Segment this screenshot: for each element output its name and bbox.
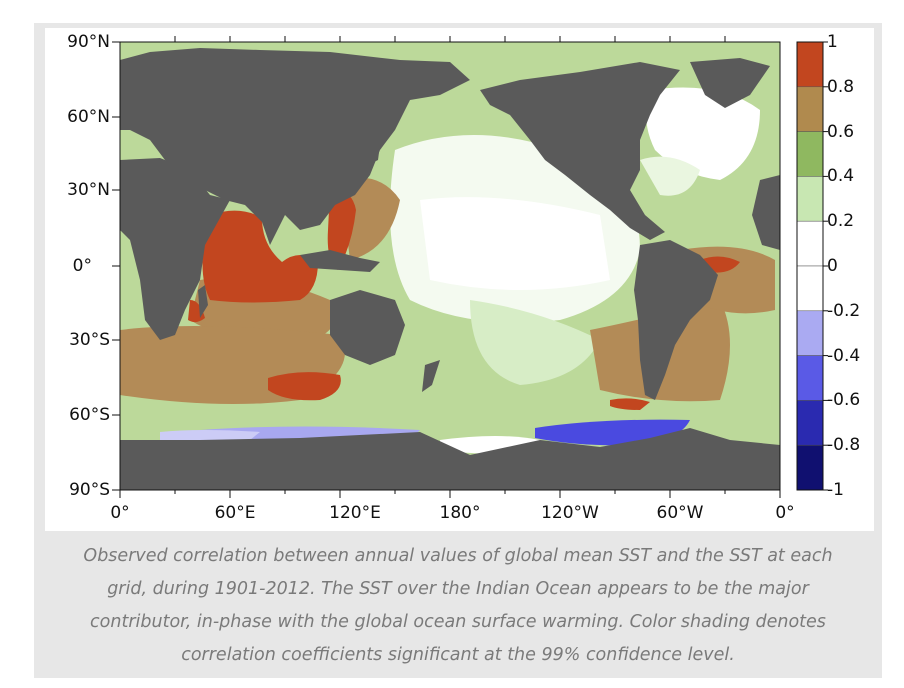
land-japan bbox=[368, 130, 382, 165]
lon-ticks bbox=[119, 36, 781, 498]
continents bbox=[120, 48, 780, 490]
colorbar-segment bbox=[796, 176, 824, 222]
caption-line-1: Observed correlation between annual valu… bbox=[83, 546, 833, 566]
caption-line-4: correlation coefficients significant at … bbox=[181, 645, 735, 665]
land-west-africa-right bbox=[752, 175, 780, 250]
lon-label-60e: 60°E bbox=[214, 503, 256, 523]
land-madagascar bbox=[198, 285, 208, 318]
colorbar-tick-label: 0.4 bbox=[827, 166, 855, 187]
colorbar-segment bbox=[796, 86, 824, 132]
colorbar-segment bbox=[796, 131, 824, 177]
land-south-america bbox=[634, 240, 718, 400]
colorbar-tick-label: 0 bbox=[827, 256, 838, 276]
colorbar-segment bbox=[796, 41, 824, 88]
colorbar-tick-label: 0.6 bbox=[827, 121, 855, 142]
lat-label-30n: 30°N bbox=[67, 180, 110, 200]
lon-label-180: 180° bbox=[439, 503, 481, 523]
colorbar-segment bbox=[796, 444, 824, 491]
lon-label-0: 0° bbox=[110, 503, 130, 523]
figure-caption: Observed correlation between annual valu… bbox=[40, 540, 876, 672]
colorbar-tick-label: 0.2 bbox=[827, 211, 855, 232]
caption-line-2: grid, during 1901-2012. The SST over the… bbox=[107, 579, 809, 599]
land-africa bbox=[120, 158, 230, 340]
colorbar-segment bbox=[796, 265, 824, 312]
land-maritime-continent bbox=[300, 250, 380, 272]
lat-label-0: 0° bbox=[72, 256, 92, 276]
land-greenland bbox=[690, 58, 770, 108]
colorbar-segment bbox=[796, 400, 824, 446]
lat-ticks bbox=[112, 41, 120, 491]
land-north-america bbox=[480, 62, 680, 240]
lat-label-30s: 30°S bbox=[69, 330, 110, 350]
colorbar-tick-label: -0.2 bbox=[827, 300, 861, 321]
colorbar-segment bbox=[796, 355, 824, 401]
lat-label-60s: 60°S bbox=[69, 405, 110, 425]
colorbar-frame bbox=[796, 41, 824, 491]
lat-label-90s: 90°S bbox=[69, 480, 110, 500]
caption-line-3: contributor, in-phase with the global oc… bbox=[90, 612, 826, 632]
lon-label-120e: 120°E bbox=[329, 503, 381, 523]
land-antarctica bbox=[120, 428, 780, 490]
colorbar-tick-label: -0.6 bbox=[827, 390, 861, 411]
lat-label-60n: 60°N bbox=[67, 107, 110, 127]
lon-label-120w: 120°W bbox=[541, 503, 599, 523]
lon-label-0-right: 0° bbox=[775, 503, 795, 523]
land-eurasia bbox=[120, 48, 470, 245]
lon-label-60w: 60°W bbox=[656, 503, 704, 523]
indian-ocean-high-correlation bbox=[202, 210, 318, 303]
colorbar-tick-label: -0.8 bbox=[827, 435, 861, 456]
land-australia bbox=[330, 290, 405, 365]
colorbar-tick-label: -0.4 bbox=[827, 345, 861, 366]
colorbar-segment bbox=[796, 310, 824, 356]
lat-label-90n: 90°N bbox=[67, 32, 110, 52]
colorbar-tick-label: 1 bbox=[827, 32, 838, 52]
colorbar-tick-label: 0.8 bbox=[827, 76, 855, 97]
land-new-zealand bbox=[422, 360, 440, 392]
colorbar-segment bbox=[796, 220, 824, 267]
colorbar-tick-label: -1 bbox=[827, 480, 844, 500]
